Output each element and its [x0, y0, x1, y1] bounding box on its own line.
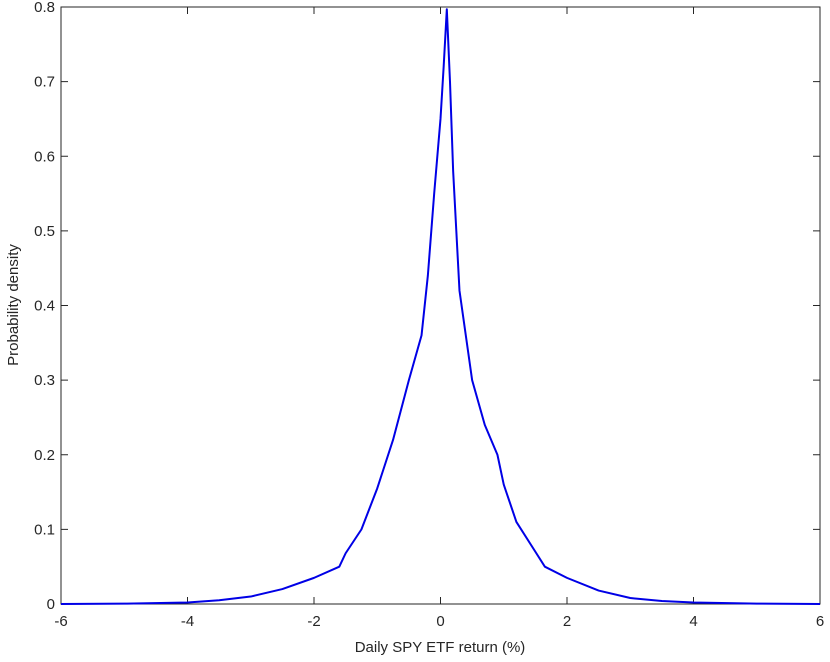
- x-tick-label: 0: [436, 613, 444, 630]
- y-tick-label: 0.5: [34, 223, 55, 240]
- x-tick-label: 6: [816, 613, 824, 630]
- y-tick-label: 0.4: [34, 298, 55, 315]
- y-tick-label: 0.8: [34, 0, 55, 16]
- density-line: [60, 8, 821, 605]
- y-tick-label: 0.2: [34, 447, 55, 464]
- x-tick-label: 2: [563, 613, 571, 630]
- y-tick-label: 0.1: [34, 521, 55, 538]
- y-tick-label: 0.7: [34, 74, 55, 91]
- x-axis-label: Daily SPY ETF return (%): [355, 639, 526, 656]
- y-tick-label: 0.3: [34, 372, 55, 389]
- plot-frame: [60, 6, 821, 605]
- y-tick-label: 0.6: [34, 148, 55, 165]
- x-tick-label: -4: [181, 613, 194, 630]
- x-tick-label: 4: [689, 613, 697, 630]
- x-tick-label: -6: [54, 613, 67, 630]
- y-axis-label: Probability density: [5, 244, 22, 366]
- x-tick-label: -2: [307, 613, 320, 630]
- y-tick-label: 0: [47, 596, 55, 613]
